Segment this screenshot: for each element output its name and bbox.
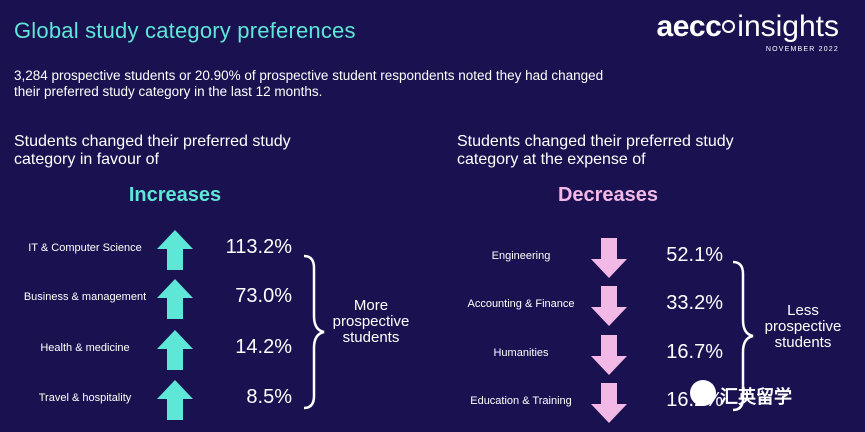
decrease-arrow-shape <box>591 238 627 278</box>
decrease-category-label: Accounting & Finance <box>467 298 575 310</box>
increase-value: 14.2% <box>235 336 292 358</box>
arrow-up-icon <box>157 380 193 420</box>
decreases-subtitle: Students changed their preferred study c… <box>457 133 734 168</box>
decrease-value: 33.2% <box>666 292 723 314</box>
increase-value: 73.0% <box>235 285 292 307</box>
increases-brace <box>303 254 325 410</box>
arrow-down-icon <box>591 238 627 278</box>
increases-annotation: More prospective students <box>332 297 410 346</box>
decrease-category-label: Engineering <box>491 250 551 262</box>
brand: aecc insights NOVEMBER 2022 <box>657 10 839 53</box>
decrease-arrow-shape <box>591 286 627 326</box>
watermark-text: 汇英留学 <box>720 387 792 407</box>
increases-title: Increases <box>128 184 222 206</box>
page-title: Global study category preferences <box>14 18 356 43</box>
increase-category-label: Business & management <box>23 291 147 303</box>
decrease-category-label: Education & Training <box>470 395 572 407</box>
decreases-title: Decreases <box>557 184 659 206</box>
increase-value: 8.5% <box>246 386 292 408</box>
wechat-logo-icon <box>690 380 716 406</box>
arrow-down-icon <box>591 286 627 326</box>
brand-dot-icon <box>722 20 736 34</box>
increase-category-label: IT & Computer Science <box>28 242 142 254</box>
arrow-down-icon <box>591 335 627 375</box>
decreases-brace <box>732 260 754 412</box>
increase-arrow-shape <box>157 230 193 270</box>
arrow-up-icon <box>157 330 193 370</box>
brand-logo-part1: aecc <box>656 10 722 43</box>
arrow-up-icon <box>157 230 193 270</box>
report-date: NOVEMBER 2022 <box>765 46 839 53</box>
decrease-category-label: Humanities <box>493 347 549 359</box>
increase-arrow-shape <box>157 330 193 370</box>
intro-text: 3,284 prospective students or 20.90% of … <box>14 68 604 99</box>
increase-arrow-shape <box>157 380 193 420</box>
decrease-value: 52.1% <box>666 244 723 266</box>
brand-logo-part2: insights <box>737 10 839 43</box>
increases-subtitle: Students changed their preferred study c… <box>14 133 291 168</box>
decreases-annotation: Less prospective students <box>764 302 842 351</box>
increase-category-label: Health & medicine <box>40 342 130 354</box>
decrease-arrow-shape <box>591 335 627 375</box>
decreases-brace-path <box>732 260 754 412</box>
arrow-down-icon <box>591 383 627 423</box>
decrease-arrow-shape <box>591 383 627 423</box>
increase-category-label: Travel & hospitality <box>38 392 132 404</box>
brand-logo: aecc insights <box>657 10 839 44</box>
increase-value: 113.2% <box>225 236 292 258</box>
decrease-value: 16.7% <box>666 341 723 363</box>
increase-arrow-shape <box>157 279 193 319</box>
increases-brace-path <box>303 254 325 410</box>
arrow-up-icon <box>157 279 193 319</box>
